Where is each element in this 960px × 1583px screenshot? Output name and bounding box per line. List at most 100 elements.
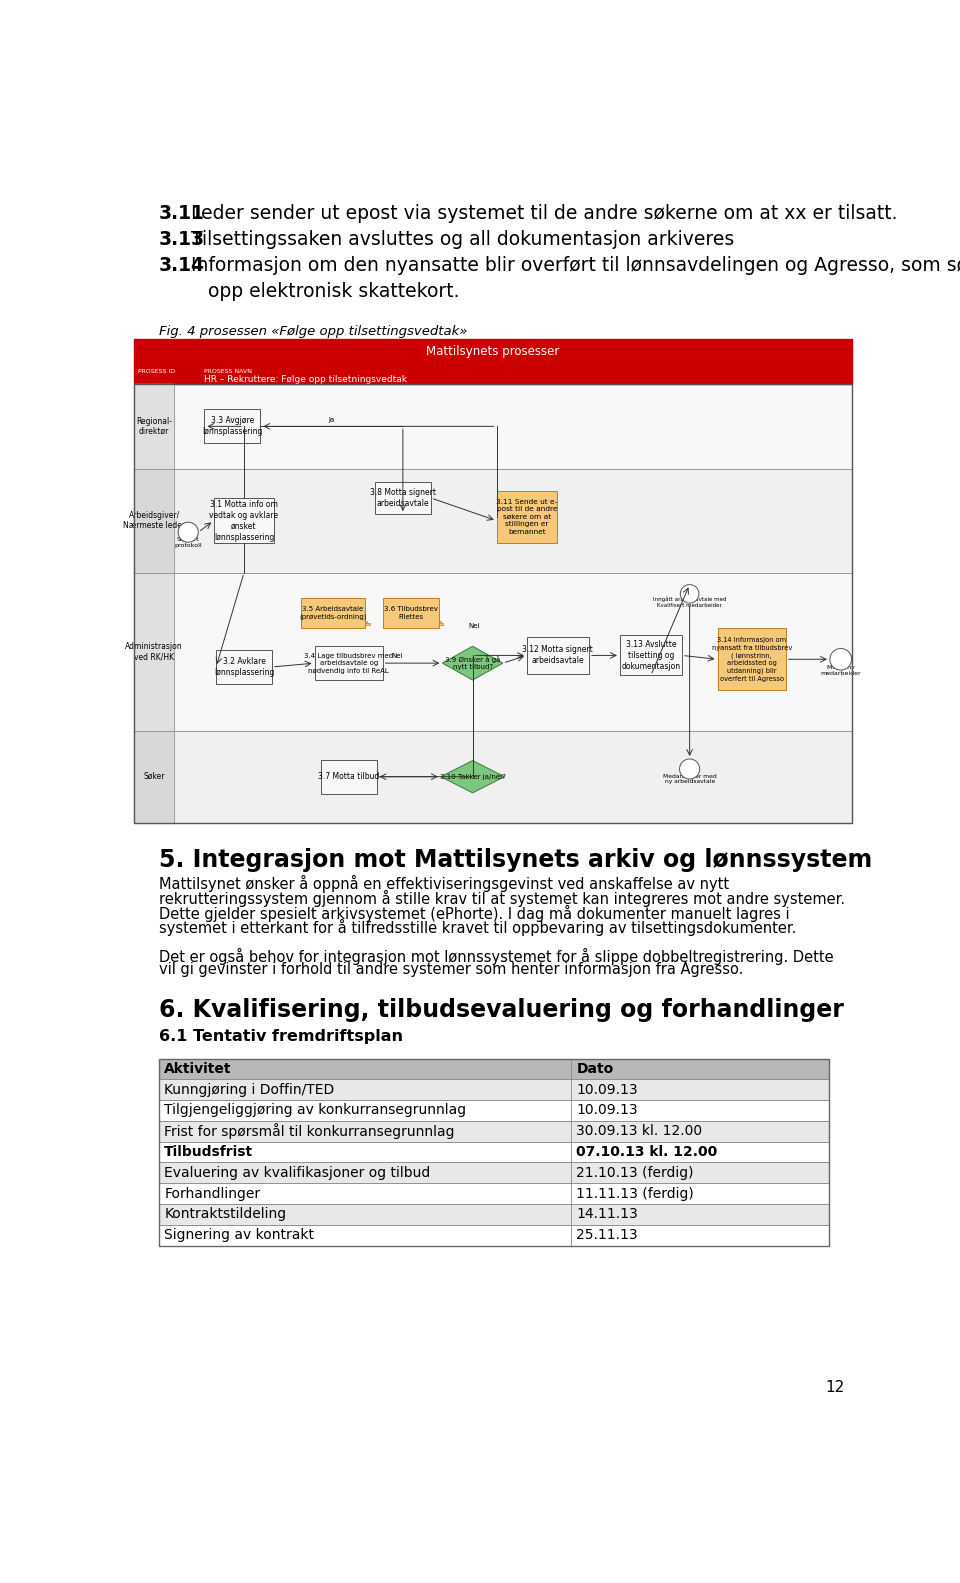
Bar [134, 469, 175, 573]
Text: 14.11.13: 14.11.13 [576, 1208, 638, 1222]
Text: Nei: Nei [392, 652, 403, 659]
Text: 3.10 Takker ja/nei?: 3.10 Takker ja/nei? [440, 774, 506, 780]
Text: 21.10.13 (ferdig): 21.10.13 (ferdig) [576, 1165, 694, 1179]
Bar [620, 635, 682, 676]
Bar [134, 469, 175, 573]
Text: Medarbeider med
ny arbeidsavtale: Medarbeider med ny arbeidsavtale [662, 774, 716, 785]
Text: Evaluering av kvalifikasjoner og tilbud: Evaluering av kvalifikasjoner og tilbud [164, 1165, 430, 1179]
Text: Aktivitet: Aktivitet [164, 1062, 231, 1076]
Text: 3.13 Avslutte
tilsetting og
dokumentasjon: 3.13 Avslutte tilsetting og dokumentasjo… [621, 640, 681, 671]
Text: 3.11: 3.11 [158, 204, 204, 223]
Text: Regional-
direktør: Regional- direktør [136, 416, 172, 435]
Text: 3.6 Tilbudsbrev
Filettes: 3.6 Tilbudsbrev Filettes [384, 606, 438, 621]
Text: 3.4 Lage tilbudsbrev med
arbeidsavtale og
nødvendig info til ReAL: 3.4 Lage tilbudsbrev med arbeidsavtale o… [304, 652, 394, 674]
Text: HR – Rekruttere: Følge opp tilsetningsvedtak: HR – Rekruttere: Følge opp tilsetningsve… [204, 375, 407, 383]
Bar [134, 469, 852, 573]
Bar [717, 628, 785, 690]
Bar [158, 1205, 829, 1225]
Text: 11.11.13 (ferdig): 11.11.13 (ferdig) [576, 1187, 694, 1200]
Text: Mattilsynets prosesser: Mattilsynets prosesser [426, 345, 560, 358]
Bar [134, 385, 852, 823]
Bar [134, 339, 852, 364]
Text: opp elektronisk skattekort.: opp elektronisk skattekort. [208, 282, 460, 301]
Text: 3.7 Motta tilbud: 3.7 Motta tilbud [318, 773, 379, 780]
Text: 3.2 Avklare
lønnsplassering: 3.2 Avklare lønnsplassering [214, 657, 275, 678]
Bar [388, 624, 444, 625]
Text: rekrutteringssystem gjennom å stille krav til at systemet kan integreres mot and: rekrutteringssystem gjennom å stille kra… [158, 890, 845, 907]
Text: Kunngjøring i Doffin/TED: Kunngjøring i Doffin/TED [164, 1083, 334, 1097]
Text: PROSESS NAVN: PROSESS NAVN [204, 369, 252, 374]
Bar [134, 573, 175, 730]
Text: 3.9 Ønsker å gå
nytt tilbud?: 3.9 Ønsker å gå nytt tilbud? [444, 655, 500, 671]
Bar [385, 621, 441, 624]
Bar [306, 624, 370, 625]
Text: 12: 12 [826, 1380, 845, 1395]
Text: 3.14: 3.14 [158, 256, 204, 275]
Bar [158, 1121, 829, 1141]
Text: Kontraktstildeling: Kontraktstildeling [164, 1208, 286, 1222]
Text: Leder sender ut epost via systemet til de andre søkerne om at xx er tilsatt.: Leder sender ut epost via systemet til d… [191, 204, 898, 223]
Bar [134, 385, 175, 469]
Text: 3.14 Informasjon om
nyansatt fra tilbudsbrev
( lønnstrinn,
arbeidssted og
utdann: 3.14 Informasjon om nyansatt fra tilbuds… [711, 636, 792, 682]
Text: Frist for spørsmål til konkurransegrunnlag: Frist for spørsmål til konkurransegrunnl… [164, 1124, 455, 1140]
Bar [134, 385, 852, 469]
Bar [204, 410, 260, 443]
Bar [134, 573, 852, 730]
Text: vil gi gevinster i forhold til andre systemer som henter informasjon fra Agresso: vil gi gevinster i forhold til andre sys… [158, 962, 743, 977]
Bar [134, 469, 852, 573]
Text: 10.09.13: 10.09.13 [576, 1083, 638, 1097]
Bar [134, 730, 852, 823]
Bar [134, 730, 852, 823]
Text: 6.1 Tentativ fremdriftsplan: 6.1 Tentativ fremdriftsplan [158, 1029, 403, 1045]
Text: Motta ny
medarbeider: Motta ny medarbeider [821, 665, 861, 676]
Bar [158, 1225, 829, 1246]
Text: Tilsettingssaken avsluttes og all dokumentasjon arkiveres: Tilsettingssaken avsluttes og all dokume… [191, 230, 734, 249]
Bar [134, 573, 175, 730]
Text: Ja: Ja [479, 662, 485, 668]
Text: 3.11 Sende ut e-
post til de andre
søkere om at
stillingen er
bemannet: 3.11 Sende ut e- post til de andre søker… [496, 499, 558, 535]
Text: Informasjon om den nyansatte blir overført til lønnsavdelingen og Agresso, som s: Informasjon om den nyansatte blir overfø… [191, 256, 960, 275]
Bar [158, 1059, 829, 1246]
Bar [134, 573, 852, 730]
Bar [303, 621, 368, 624]
Bar [134, 385, 852, 469]
Circle shape [680, 758, 700, 779]
Text: Inngått arbeidsavtale med
Kvalifisert medarbeider: Inngått arbeidsavtale med Kvalifisert me… [653, 597, 727, 608]
Text: PROSESS ID: PROSESS ID [138, 369, 175, 374]
Bar [158, 1183, 829, 1205]
Text: 3.3 Avgjøre
lønnsplassering: 3.3 Avgjøre lønnsplassering [203, 416, 263, 437]
Text: systemet i etterkant for å tilfredsstille kravet til oppbevaring av tilsettingsd: systemet i etterkant for å tilfredsstill… [158, 920, 796, 936]
Bar [134, 364, 852, 385]
Text: Tilbudsfrist: Tilbudsfrist [164, 1145, 253, 1159]
Bar [383, 598, 439, 628]
Text: Dette gjelder spesielt arkivsystemet (ePhorte). I dag må dokumenter manuelt lagr: Dette gjelder spesielt arkivsystemet (eP… [158, 904, 789, 921]
Text: Det er også behov for integrasjon mot lønnssystemet for å slippe dobbeltregistre: Det er også behov for integrasjon mot lø… [158, 948, 833, 964]
Text: 3.8 Motta signert
arbeidsavtale: 3.8 Motta signert arbeidsavtale [370, 488, 436, 508]
Text: Tilgjengeliggjøring av konkurransegrunnlag: Tilgjengeliggjøring av konkurransegrunnl… [164, 1103, 467, 1118]
Polygon shape [441, 760, 504, 793]
Text: Administrasjon
ved RK/HK: Administrasjon ved RK/HK [126, 641, 183, 662]
Text: 3.1 Motta info om
vedtak og avklare
ønsket
lønnsplassering: 3.1 Motta info om vedtak og avklare ønsk… [209, 500, 278, 541]
Bar [158, 1080, 829, 1100]
Text: 3.5 Arbeidsavtale
(prøvetids-ordning): 3.5 Arbeidsavtale (prøvetids-ordning) [300, 606, 367, 621]
Text: 3.13: 3.13 [158, 230, 204, 249]
Bar [315, 646, 383, 681]
Bar [214, 499, 275, 543]
Bar [134, 385, 175, 469]
Text: Ja: Ja [328, 416, 335, 423]
Text: Søker: Søker [143, 773, 165, 780]
Bar [158, 1141, 829, 1162]
Text: 3.12 Motta signert
arbeidsavtale: 3.12 Motta signert arbeidsavtale [522, 646, 593, 665]
Bar [158, 1100, 829, 1121]
Bar [375, 481, 431, 514]
Text: 07.10.13 kl. 12.00: 07.10.13 kl. 12.00 [576, 1145, 718, 1159]
Circle shape [829, 649, 852, 670]
Text: 25.11.13: 25.11.13 [576, 1228, 638, 1243]
Text: Forhandlinger: Forhandlinger [164, 1187, 260, 1200]
Bar [527, 636, 588, 674]
Text: Nei: Nei [465, 766, 476, 773]
Bar [496, 491, 557, 543]
Bar [216, 651, 272, 684]
Text: Dato: Dato [576, 1062, 613, 1076]
Text: Arbeidsgiver/
Nærmeste leder: Arbeidsgiver/ Nærmeste leder [123, 511, 185, 530]
